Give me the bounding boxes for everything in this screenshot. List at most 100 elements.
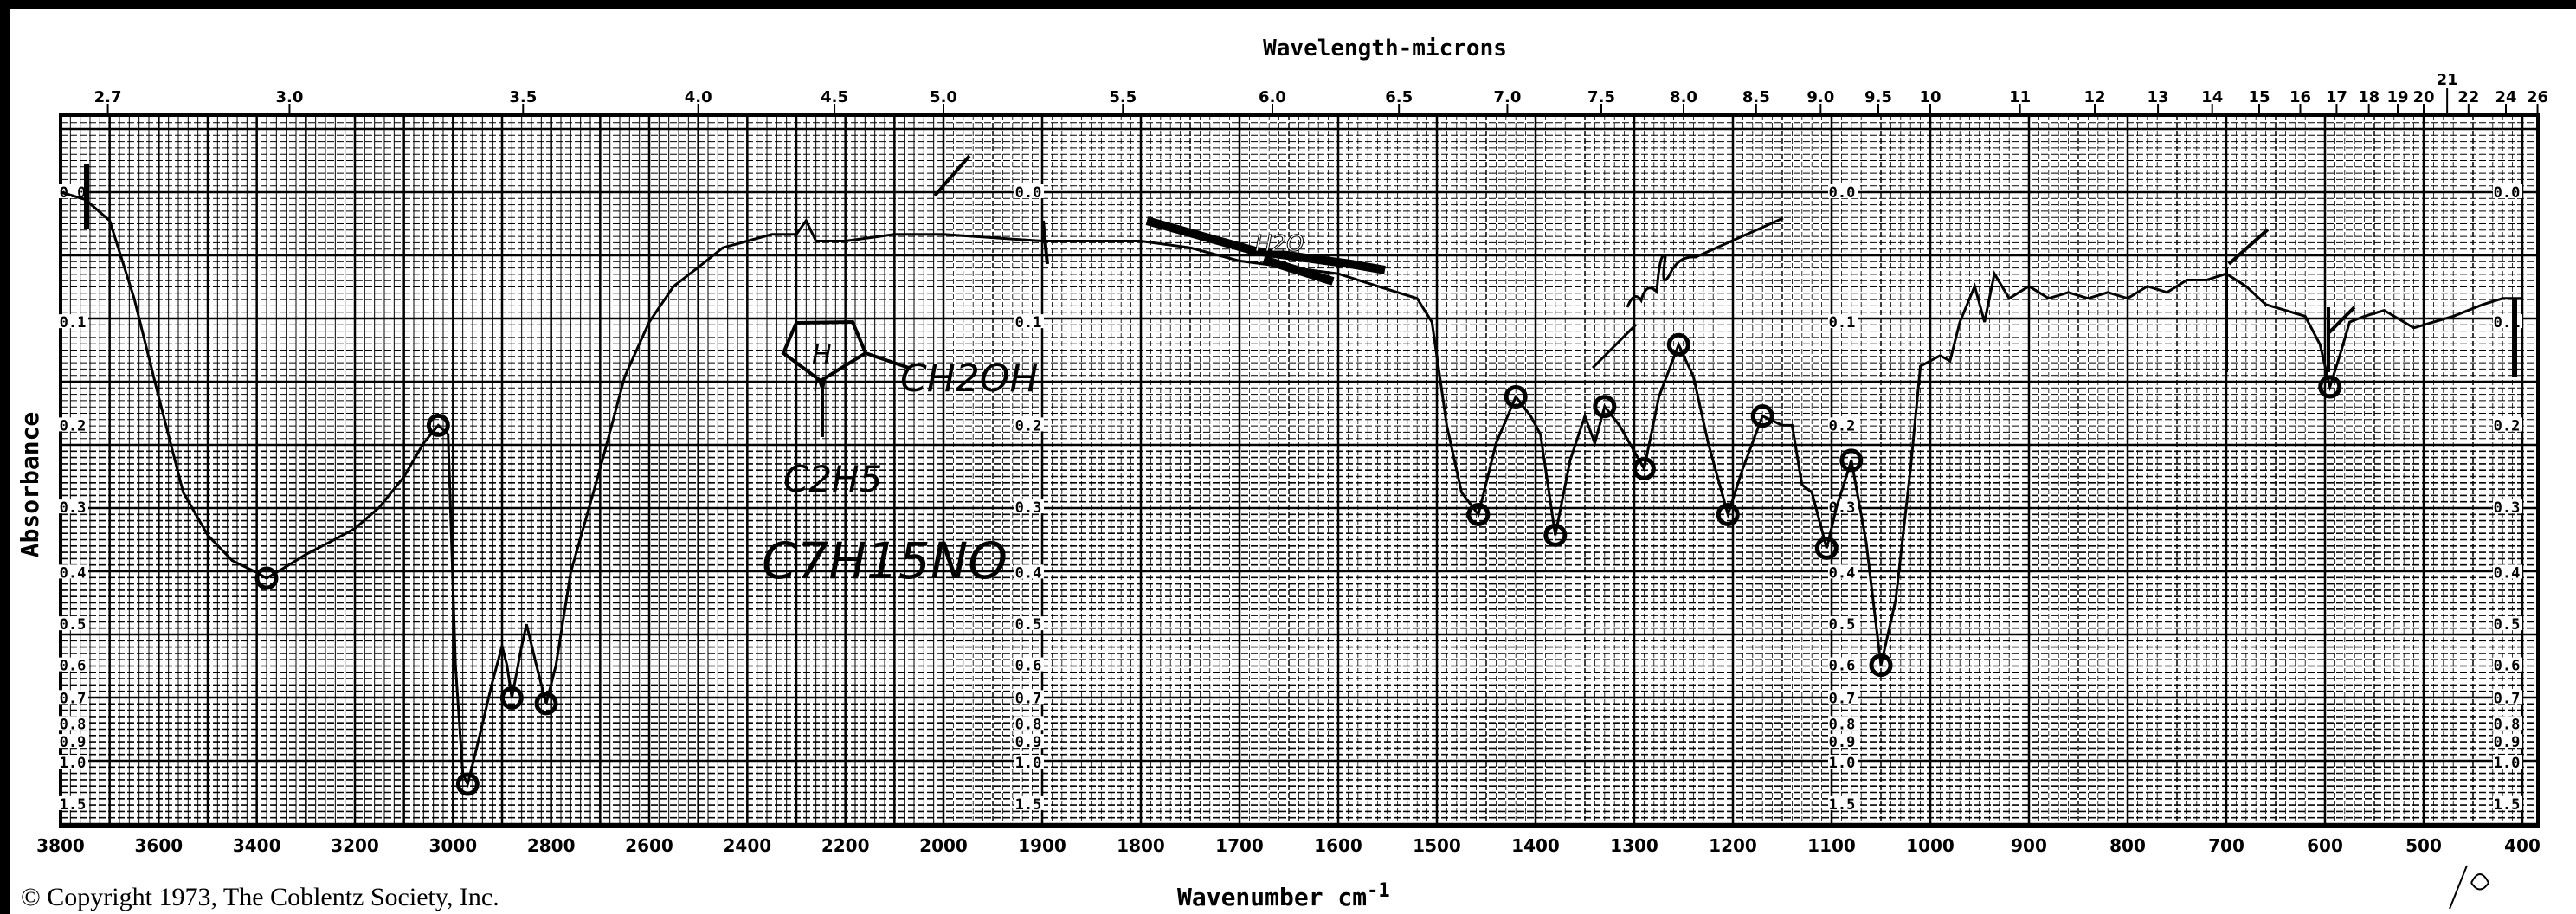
top-tick-label: 6.0: [1259, 88, 1286, 106]
y-label-bg: [59, 499, 88, 514]
y-label-bg: [59, 734, 88, 749]
y-tick-label: 0.9: [1015, 734, 1042, 751]
x-axis-title-sup: -1: [1367, 880, 1390, 902]
top-axis-title: Wavelength-microns: [1263, 35, 1507, 61]
top-tick-label: 9.0: [1806, 88, 1834, 106]
peak-marker: [499, 686, 524, 710]
y-label-bg: [2493, 417, 2522, 432]
top-tick-label: 2.7: [94, 88, 122, 106]
y-tick-label: 0.2: [1015, 417, 1042, 434]
x-tick-label: 900: [2011, 835, 2047, 856]
corner-scribble: [2449, 865, 2490, 910]
y-tick-label: 0.6: [1015, 658, 1042, 675]
top-tick-label: 7.5: [1587, 88, 1615, 106]
pyrrolidine-ring: [781, 319, 868, 383]
top-tick-label: 26: [2527, 88, 2548, 106]
y-label-bg: [1828, 795, 1858, 810]
y-label-bg: [1828, 184, 1858, 198]
x-tick-label: 2600: [625, 835, 673, 856]
x-tick-label: 1100: [1807, 835, 1856, 856]
y-tick-label: 0.3: [60, 499, 87, 517]
top-tick-label: 10: [1919, 88, 1941, 106]
x-tick-label: 1800: [1117, 835, 1165, 856]
y-label-bg: [1828, 314, 1858, 329]
y-label-bg: [1828, 564, 1858, 579]
top-tick-label: 4.5: [821, 88, 848, 106]
y-label-bg: [2493, 657, 2522, 672]
y-tick-label: 0.5: [1829, 616, 1856, 634]
y-label-bg: [59, 417, 88, 432]
y-tick-label: 1.5: [60, 796, 87, 814]
y-tick-label: 1.0: [1829, 755, 1856, 772]
baseline-tick: [1041, 220, 1049, 265]
handwritten-structure: [84, 154, 2517, 437]
x-tick-label: 2800: [527, 835, 576, 856]
peak-marker: [1716, 502, 1740, 526]
y-tick-label: 0.8: [1015, 716, 1042, 733]
y-label-bg: [1014, 616, 1044, 631]
y-tick-label: 1.0: [2494, 755, 2521, 772]
peak-marker: [426, 413, 450, 437]
y-label-bg: [1014, 716, 1044, 731]
top-border: [0, 0, 2576, 9]
x-tick-label: 2000: [919, 835, 968, 856]
y-label-bg: [1014, 564, 1044, 579]
top-tick-label: 5.5: [1109, 88, 1137, 106]
y-label-bg: [1014, 734, 1044, 749]
top-tick-label: 11: [2009, 88, 2031, 106]
x-tick-label: 1000: [1906, 835, 1955, 856]
y-tick-label: 0.6: [60, 658, 87, 675]
y-tick-label: 0.7: [1829, 690, 1856, 707]
y-label-bg: [1014, 314, 1044, 329]
y-tick-label: 0.4: [2494, 564, 2521, 582]
x-tick-label: 1500: [1413, 835, 1461, 856]
y-tick-label: 0.1: [1829, 314, 1856, 331]
peak-markers: [254, 332, 2342, 796]
y-tick-label: 0.4: [1015, 564, 1042, 582]
x-tick-label: 3400: [233, 835, 281, 856]
y-label-bg: [1014, 657, 1044, 672]
y-tick-label: 0.1: [60, 314, 87, 331]
x-tick-label: 1700: [1215, 835, 1264, 856]
y-label-bg: [1014, 755, 1044, 769]
annotation-ch2oh: CH2OH: [900, 357, 1039, 401]
y-tick-label: 0.7: [60, 690, 87, 707]
y-tick-label: 0.0: [1829, 184, 1856, 202]
y-label-bg: [1828, 417, 1858, 432]
bottom-axis: 3800 3600 3400 3200 3000 2800 2600 2400 2200 2000…: [36, 835, 2541, 856]
y-tick-label: 0.0: [1015, 184, 1042, 202]
copyright: © Copyright 1973, The Coblentz Society, …: [21, 883, 499, 911]
y-label-bg: [59, 314, 88, 329]
y-label-bg: [1014, 690, 1044, 705]
y-tick-label: 0.8: [2494, 716, 2521, 733]
y-tick-label: 0.5: [1015, 616, 1042, 634]
y-label-bg: [1014, 499, 1044, 514]
x-tick-label: 1200: [1709, 835, 1757, 856]
top-tick-label: 3.5: [509, 88, 537, 106]
peak-marker: [2318, 375, 2342, 399]
left-border: [0, 0, 10, 914]
x-tick-label: 400: [2504, 835, 2541, 856]
peak-marker: [1593, 395, 1617, 419]
peak-marker: [1750, 404, 1774, 428]
y-label-bg: [1014, 184, 1044, 198]
peak-marker: [1839, 448, 1864, 473]
y-tick-label: 1.0: [1015, 755, 1042, 772]
y-tick-label: 0.6: [1829, 658, 1856, 675]
top-tick-label: 4.0: [685, 88, 712, 106]
y-tick-label: 1.5: [1015, 796, 1042, 814]
top-tick-label: 13: [2148, 88, 2169, 106]
top-tick-label: 7.0: [1493, 88, 1521, 106]
top-tick-label: 19: [2386, 88, 2408, 106]
peak-marker: [534, 692, 558, 716]
y-tick-label: 0.8: [60, 716, 87, 733]
x-tick-label: 3200: [331, 835, 379, 856]
x-tick-label: 1300: [1610, 835, 1658, 856]
x-tick-label: 1900: [1018, 835, 1066, 856]
top-tick-label: 8.5: [1742, 88, 1770, 106]
y-label-bg: [1828, 734, 1858, 749]
top-tick-label: 6.5: [1385, 88, 1413, 106]
y-tick-label: 1.0: [60, 755, 87, 772]
x-tick-label: 600: [2307, 835, 2343, 856]
